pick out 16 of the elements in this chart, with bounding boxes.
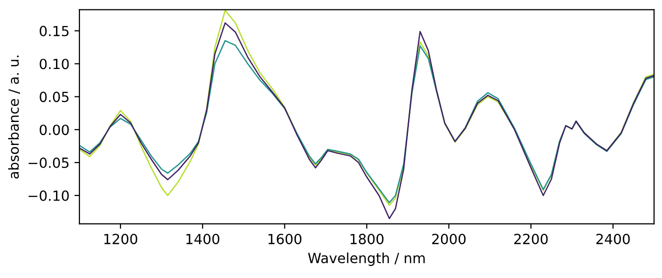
y-tick-label: 0.15 <box>40 26 69 36</box>
y-axis-title: absorbance / a. u. <box>8 56 20 178</box>
y-tick-label: 0.10 <box>40 58 69 70</box>
x-tick-label: 2400 <box>596 234 630 244</box>
x-tick-label: 1200 <box>104 234 138 244</box>
x-tick-label: 2200 <box>514 234 548 244</box>
y-tick-label: 0.05 <box>40 92 69 102</box>
line-series <box>79 40 654 204</box>
x-tick-label: 1600 <box>268 234 302 244</box>
y-tick-label: −0.05 <box>28 158 69 168</box>
y-tick-label: 0.00 <box>40 124 69 136</box>
y-tick-label: −0.10 <box>28 190 69 201</box>
x-tick-label: 1800 <box>350 234 384 244</box>
x-tick-label: 2000 <box>432 234 466 244</box>
x-axis-title: Wavelength / nm <box>308 252 425 266</box>
x-tick-label: 1400 <box>186 234 220 244</box>
